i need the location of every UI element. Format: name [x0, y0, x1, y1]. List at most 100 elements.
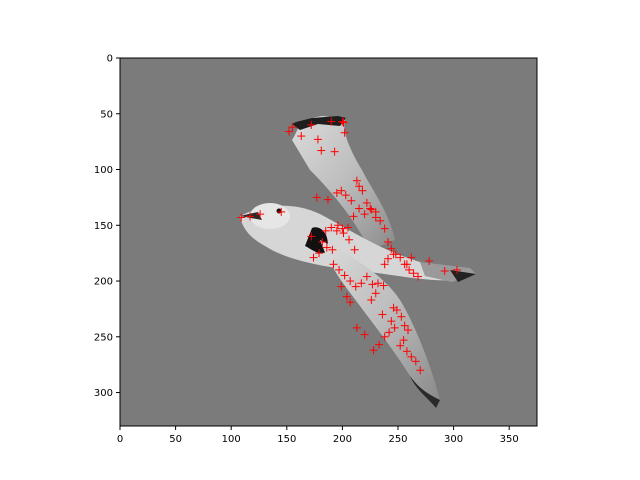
data-point	[338, 117, 347, 126]
data-point	[400, 321, 409, 330]
data-point	[330, 147, 339, 156]
data-point	[392, 306, 401, 315]
data-point	[355, 204, 364, 213]
data-point	[371, 213, 380, 222]
data-point	[312, 193, 321, 202]
x-tick-label: 200	[333, 434, 352, 445]
x-tick-label: 150	[277, 434, 296, 445]
data-point	[396, 253, 405, 262]
data-point	[332, 188, 341, 197]
data-point	[339, 118, 348, 127]
data-point	[346, 277, 355, 286]
data-point	[327, 117, 336, 126]
data-point	[347, 196, 356, 205]
data-point	[380, 224, 389, 233]
data-point	[357, 279, 366, 288]
data-point	[313, 135, 322, 144]
data-point	[343, 223, 352, 232]
y-tick-label: 150	[94, 221, 113, 232]
data-point	[317, 146, 326, 155]
data-point	[369, 346, 378, 355]
data-point	[309, 253, 318, 262]
data-point	[411, 357, 420, 366]
data-point	[237, 213, 246, 222]
data-point	[368, 280, 377, 289]
x-tick-label: 50	[169, 434, 182, 445]
y-tick-label: 200	[94, 277, 113, 288]
data-point	[318, 238, 327, 246]
y-axis: 0 50 100 150 200 250 300	[94, 54, 120, 399]
data-point	[346, 298, 355, 307]
data-point	[440, 266, 449, 275]
x-tick-label: 350	[500, 434, 519, 445]
data-point	[383, 254, 392, 263]
data-point	[337, 282, 346, 291]
data-point	[288, 123, 297, 132]
data-point	[333, 221, 342, 230]
data-point	[379, 281, 388, 290]
data-point	[297, 132, 306, 141]
data-point	[322, 243, 331, 252]
data-point	[362, 272, 371, 281]
marker-layer	[237, 117, 461, 375]
data-point	[335, 265, 344, 274]
data-point	[315, 249, 324, 258]
data-point	[378, 310, 387, 319]
data-point	[385, 328, 394, 337]
data-point	[399, 336, 408, 345]
data-point	[246, 212, 255, 221]
data-point	[360, 330, 369, 339]
data-point	[405, 265, 414, 274]
data-point	[358, 186, 367, 195]
data-point	[321, 226, 330, 235]
data-point	[387, 244, 396, 253]
data-point	[425, 256, 434, 265]
data-point	[352, 176, 361, 185]
data-point	[404, 326, 413, 335]
data-point	[367, 295, 376, 304]
data-point	[340, 271, 349, 280]
data-point	[338, 224, 347, 233]
x-tick-label: 0	[117, 434, 123, 445]
y-tick-label: 100	[94, 165, 113, 176]
x-tick-label: 250	[388, 434, 407, 445]
data-point	[345, 235, 354, 244]
axes-frame	[119, 57, 538, 427]
data-point	[375, 340, 384, 349]
data-point	[277, 207, 286, 216]
data-point	[362, 198, 371, 207]
data-point	[323, 195, 332, 204]
data-point	[376, 216, 385, 225]
plot-area	[120, 58, 537, 426]
y-tick-label: 50	[100, 109, 113, 120]
data-point	[360, 210, 369, 219]
data-point	[327, 223, 336, 232]
y-tick-label: 250	[94, 332, 113, 343]
data-point	[397, 312, 406, 321]
data-point	[342, 292, 351, 301]
data-point	[307, 232, 316, 241]
data-point	[402, 260, 411, 269]
data-point	[373, 279, 382, 288]
data-point	[380, 260, 389, 269]
data-point	[407, 352, 416, 361]
data-point	[340, 128, 349, 137]
data-point	[349, 212, 358, 221]
data-point	[337, 186, 346, 195]
data-point	[352, 323, 361, 332]
data-point	[307, 120, 316, 129]
data-point	[383, 238, 392, 246]
data-point	[409, 269, 418, 278]
data-point	[389, 250, 398, 259]
data-point	[339, 229, 348, 238]
data-point	[285, 127, 294, 136]
data-point	[396, 341, 405, 350]
data-point	[329, 260, 338, 269]
x-tick-label: 300	[444, 434, 463, 445]
data-point	[402, 347, 411, 356]
data-point	[366, 204, 375, 213]
x-axis: 0 50 100 150 200 250 300 350	[117, 426, 519, 445]
data-point	[416, 366, 425, 375]
data-point	[407, 253, 416, 262]
